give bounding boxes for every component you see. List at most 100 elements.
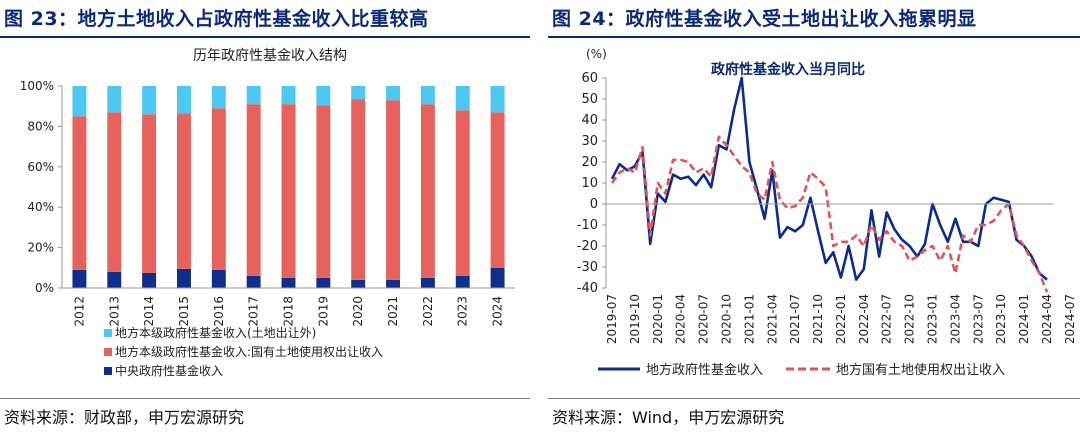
bar-x-axis: 2012 2013 2014 2015 2016 2017 2018 2019 2020 2021… xyxy=(62,287,515,327)
bar-x-tick-label: 2018 xyxy=(282,296,296,327)
bar-segment xyxy=(386,86,401,101)
line-y-tick-label: -10 xyxy=(577,218,598,233)
bar-segment xyxy=(455,110,470,276)
bar-segment xyxy=(246,275,261,288)
bar-series xyxy=(72,86,505,288)
line-chart-title: 政府性基金收入当月同比 xyxy=(711,61,865,78)
bar-y-tick-label: 0% xyxy=(35,281,54,295)
line-y-tick-label: -20 xyxy=(577,239,598,254)
bar-legend-swatch xyxy=(104,348,112,356)
line-x-tick-label: 2024-01 xyxy=(1017,294,1031,344)
line-y-tick-label: 50 xyxy=(581,92,598,107)
line-x-tick-label: 2021-01 xyxy=(742,294,756,344)
line-x-tick-label: 2020-07 xyxy=(697,294,711,344)
line-series xyxy=(610,76,1049,293)
bar-segment xyxy=(281,86,296,105)
bar-segment xyxy=(176,86,191,114)
line-x-tick-label: 2024-04 xyxy=(1040,294,1054,344)
bar-segment xyxy=(420,277,435,288)
bar-x-tick-label: 2019 xyxy=(316,296,330,327)
bar-x-tick-label: 2021 xyxy=(386,296,400,327)
bar-legend-label: 地方本级政府性基金收入:国有土地使用权出让收入 xyxy=(115,344,383,359)
line-x-tick-label: 2020-10 xyxy=(719,294,733,344)
bar-segment xyxy=(351,99,366,280)
bar-segment xyxy=(490,112,505,268)
bar-segment xyxy=(211,108,226,270)
line-x-axis: 2019-07 2019-10 2020-01 2020-04 2020-07 2020-… xyxy=(605,203,1077,344)
bar-x-tick-label: 2013 xyxy=(107,296,121,327)
bar-segment xyxy=(246,104,261,276)
bar-x-tick-label: 2023 xyxy=(456,296,470,327)
bar-segment xyxy=(316,105,331,278)
line-y-tick-label: 10 xyxy=(581,176,598,191)
fund-revenue-yoy-line xyxy=(610,76,1048,281)
line-x-tick-label: 2023-10 xyxy=(994,294,1008,344)
bar-y-tick-label: 100% xyxy=(20,79,54,93)
line-y-tick-label: 40 xyxy=(581,113,598,128)
left-source-note: 资料来源：财政部，申万宏源研究 xyxy=(4,408,245,427)
line-x-tick-label: 2022-10 xyxy=(903,294,917,344)
line-x-tick-label: 2022-04 xyxy=(857,294,871,344)
line-x-tick-label: 2023-07 xyxy=(971,294,985,344)
line-y-tick-label: 0 xyxy=(590,197,598,212)
bar-segment xyxy=(246,86,261,105)
bar-legend: 地方本级政府性基金收入(土地出让外) 地方本级政府性基金收入:国有土地使用权出让收… xyxy=(104,325,383,378)
line-chart: (%) 政府性基金收入当月同比 60 50 40 30 20 10 0 -10 -20 -30 -4… xyxy=(577,47,1077,378)
line-x-tick-label: 2019-10 xyxy=(628,294,642,344)
bar-segment xyxy=(386,100,401,280)
bar-segment xyxy=(142,272,157,288)
bar-segment xyxy=(420,86,435,105)
bar-segment xyxy=(351,86,366,100)
line-y-axis: 60 50 40 30 20 10 0 -10 -20 -30 -40 xyxy=(577,71,607,296)
bar-segment xyxy=(316,277,331,288)
line-x-tick-label: 2024-07 xyxy=(1063,294,1077,344)
left-figure-title: 图 23：地方土地收入占政府性基金收入比重较高 xyxy=(4,8,429,30)
bar-segment xyxy=(107,112,122,272)
bar-y-axis: 0% 20% 40% 60% 80% 100% xyxy=(20,79,63,295)
line-x-tick-label: 2020-04 xyxy=(674,294,688,344)
line-x-tick-label: 2022-07 xyxy=(880,294,894,344)
bar-segment xyxy=(142,86,157,115)
bar-chart-title: 历年政府性基金收入结构 xyxy=(193,47,347,64)
bar-legend-label: 中央政府性基金收入 xyxy=(115,363,223,378)
line-y-tick-label: -30 xyxy=(577,260,598,275)
bar-y-tick-label: 20% xyxy=(27,241,54,255)
bar-segment xyxy=(455,275,470,288)
line-y-tick-label: -40 xyxy=(577,281,598,296)
bar-segment xyxy=(316,86,331,106)
bar-segment xyxy=(455,86,470,111)
bar-segment xyxy=(72,116,87,270)
left-figure-panel: 图 23：地方土地收入占政府性基金收入比重较高 历年政府性基金收入结构 0% 20… xyxy=(0,0,530,432)
bar-segment xyxy=(281,104,296,278)
left-source-rule xyxy=(0,398,530,399)
bar-segment xyxy=(351,279,366,288)
bar-x-tick-label: 2012 xyxy=(72,296,86,327)
line-x-tick-label: 2023-04 xyxy=(948,294,962,344)
right-title-rule xyxy=(548,36,1080,38)
bar-segment xyxy=(281,277,296,288)
line-y-tick-label: 30 xyxy=(581,134,598,149)
bar-x-tick-label: 2020 xyxy=(351,296,365,327)
bar-y-tick-label: 80% xyxy=(27,119,54,133)
right-figure-title: 图 24：政府性基金收入受土地出让收入拖累明显 xyxy=(552,8,977,30)
land-revenue-yoy-line xyxy=(610,135,1049,293)
bar-y-tick-label: 40% xyxy=(27,200,54,214)
bar-x-tick-label: 2016 xyxy=(212,296,226,327)
line-x-tick-label: 2020-01 xyxy=(651,294,665,344)
line-legend-label: 地方国有土地使用权出让收入 xyxy=(836,362,1005,378)
bar-segment xyxy=(490,86,505,113)
line-x-tick-label: 2021-10 xyxy=(811,294,825,344)
bar-x-tick-label: 2024 xyxy=(491,296,505,327)
bar-segment xyxy=(72,269,87,288)
bar-x-tick-label: 2014 xyxy=(142,296,156,327)
bar-legend-swatch xyxy=(104,329,112,337)
line-legend: 地方政府性基金收入 地方国有土地使用权出让收入 xyxy=(598,362,1005,378)
bar-segment xyxy=(72,86,87,117)
bar-segment xyxy=(490,267,505,288)
right-source-rule xyxy=(548,398,1080,399)
line-legend-label: 地方政府性基金收入 xyxy=(646,362,763,378)
line-y-unit: (%) xyxy=(586,47,607,61)
line-x-tick-label: 2023-01 xyxy=(926,294,940,344)
bar-segment xyxy=(211,269,226,288)
bar-segment xyxy=(142,114,157,273)
